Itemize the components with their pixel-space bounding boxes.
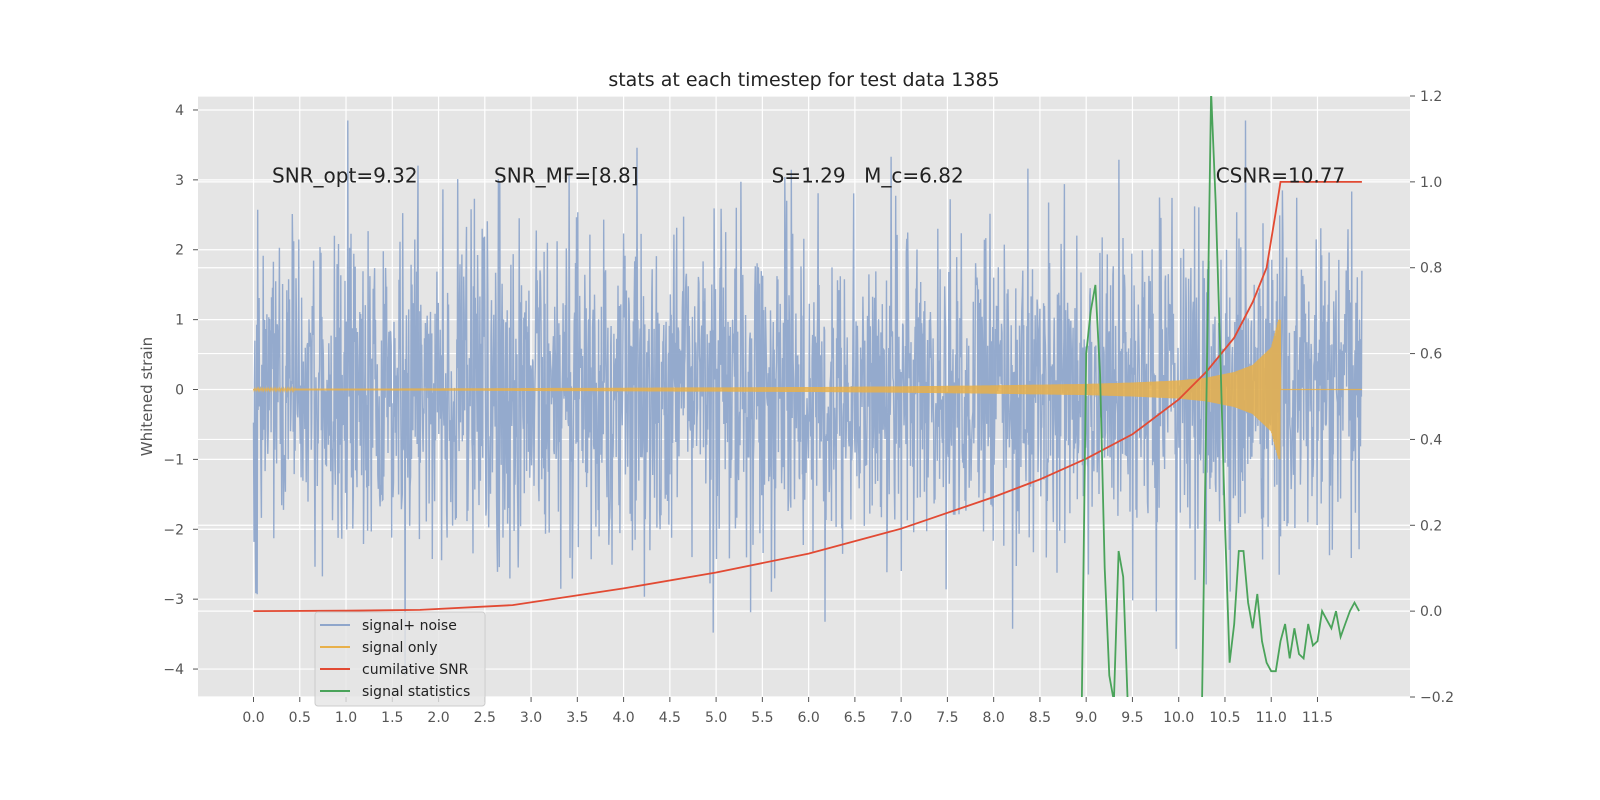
x-tick-label: 5.5 — [751, 710, 773, 726]
y-axis-right: −0.2 0.0 0.2 0.4 0.6 0.8 1.0 1.2 — [1410, 89, 1454, 706]
annotation: S=1.29 — [772, 163, 846, 187]
y-right-tick-label: −0.2 — [1420, 690, 1454, 706]
y-tick-label: 3 — [175, 173, 184, 189]
x-tick-label: 3.5 — [566, 710, 588, 726]
y-tick-label: −2 — [163, 522, 184, 538]
y-axis-label: Whitened strain — [138, 337, 156, 456]
x-tick-label: 0.0 — [242, 710, 264, 726]
annotation: M_c=6.82 — [864, 163, 964, 187]
x-tick-label: 6.0 — [797, 710, 819, 726]
legend-label: cumilative SNR — [362, 662, 469, 678]
y-right-tick-label: 0.8 — [1420, 261, 1442, 277]
x-tick-label: 9.0 — [1075, 710, 1097, 726]
series-cumulative-snr — [253, 181, 1362, 612]
x-tick-label: 4.0 — [612, 710, 634, 726]
legend-label: signal statistics — [362, 684, 470, 700]
x-tick-label: 3.0 — [520, 710, 542, 726]
x-axis: 0.0 0.5 1.0 1.5 2.0 2.5 3.0 3.5 4.0 4.5 5.0 5.5 6.0 6… — [242, 697, 1333, 726]
y-axis-left: −4 −3 −2 −1 0 1 2 3 4 — [163, 103, 198, 678]
legend-label: signal only — [362, 640, 437, 656]
y-right-tick-label: 1.0 — [1420, 175, 1442, 191]
x-tick-label: 4.5 — [659, 710, 681, 726]
series-signal-noise — [252, 120, 1363, 677]
series-signal-statistics — [1080, 96, 1360, 697]
x-tick-label: 9.5 — [1121, 710, 1143, 726]
x-tick-label: 5.0 — [705, 710, 727, 726]
y-tick-label: 0 — [175, 383, 184, 399]
y-tick-label: 1 — [175, 313, 184, 329]
y-right-tick-label: 1.2 — [1420, 89, 1442, 105]
y-right-tick-label: 0.4 — [1420, 432, 1442, 448]
y-tick-label: 4 — [175, 103, 184, 119]
x-tick-label: 0.5 — [289, 710, 311, 726]
legend-label: signal+ noise — [362, 618, 457, 634]
x-tick-label: 10.5 — [1209, 710, 1240, 726]
y-tick-label: −4 — [163, 662, 184, 678]
x-tick-label: 7.5 — [936, 710, 958, 726]
x-tick-label: 2.5 — [474, 710, 496, 726]
x-tick-label: 1.0 — [335, 710, 357, 726]
x-tick-label: 7.0 — [890, 710, 912, 726]
y-tick-label: −1 — [163, 452, 184, 468]
annotations: SNR_opt=9.32 SNR_MF=[8.8] S=1.29 M_c=6.82 CS… — [272, 163, 1345, 187]
x-tick-label: 11.0 — [1256, 710, 1287, 726]
x-tick-label: 6.5 — [844, 710, 866, 726]
x-tick-label: 2.0 — [427, 710, 449, 726]
annotation: SNR_MF=[8.8] — [494, 163, 638, 187]
y-right-tick-label: 0.6 — [1420, 347, 1442, 363]
annotation: SNR_opt=9.32 — [272, 163, 418, 187]
chart-title: stats at each timestep for test data 138… — [608, 69, 999, 91]
y-tick-label: 2 — [175, 243, 184, 259]
x-tick-label: 8.0 — [983, 710, 1005, 726]
series-signal-only — [252, 319, 1362, 460]
x-tick-label: 10.0 — [1163, 710, 1194, 726]
y-tick-label: −3 — [163, 592, 184, 608]
x-tick-label: 11.5 — [1302, 710, 1333, 726]
y-right-tick-label: 0.0 — [1420, 604, 1442, 620]
x-tick-label: 8.5 — [1029, 710, 1051, 726]
legend: signal+ noise signal only cumilative SNR si… — [314, 611, 486, 707]
legend-box — [314, 611, 486, 707]
annotation: CSNR=10.77 — [1216, 163, 1346, 187]
series-layer — [252, 96, 1363, 697]
y-right-tick-label: 0.2 — [1420, 518, 1442, 534]
x-tick-label: 1.5 — [381, 710, 403, 726]
